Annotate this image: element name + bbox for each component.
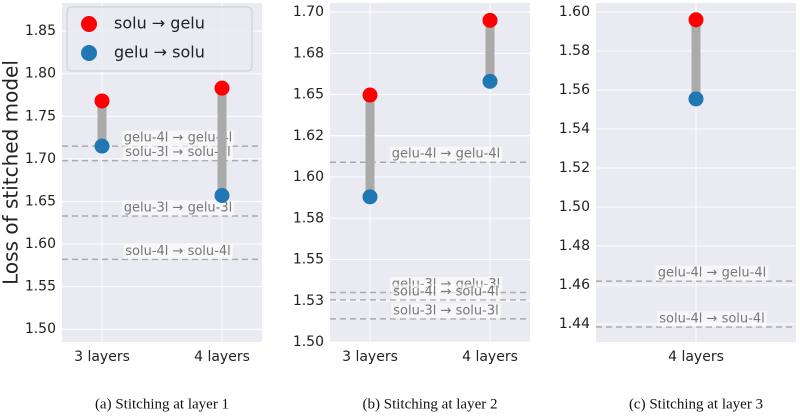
y-tick-label: 1.50	[25, 321, 56, 337]
reference-label: gelu-4l → gelu-4l	[124, 131, 233, 146]
y-tick-label: 1.54	[559, 121, 590, 137]
reference-label-bg	[657, 311, 767, 327]
y-tick-label: 1.56	[559, 82, 590, 98]
dot	[482, 73, 498, 89]
x-tick-label: 3 layers	[74, 349, 130, 365]
reference-label-bg	[389, 146, 503, 162]
dot	[94, 93, 110, 109]
y-tick-label: 1.80	[25, 66, 56, 82]
y-tick-label: 1.48	[559, 238, 590, 254]
legend-label: gelu → solu	[114, 43, 205, 62]
legend-box	[66, 6, 253, 72]
reference-label-bg	[391, 303, 501, 319]
y-tick-label: 1.65	[25, 193, 56, 209]
y-tick-label: 1.60	[25, 236, 56, 252]
caption: (a) Stitching at layer 1	[95, 396, 229, 412]
y-axis-label: Loss of stitched model	[0, 60, 23, 285]
reference-label-bg	[655, 265, 769, 281]
dot	[362, 189, 378, 205]
y-tick-label: 1.60	[293, 169, 324, 185]
caption: (c) Stitching at layer 3	[629, 396, 763, 412]
reference-label: solu-4l → solu-4l	[393, 284, 498, 299]
y-tick-label: 1.68	[293, 45, 324, 61]
y-tick-label: 1.60	[559, 4, 590, 20]
y-tick-label: 1.52	[559, 160, 590, 176]
y-tick-label: 1.50	[559, 199, 590, 215]
y-tick-label: 1.55	[293, 252, 324, 268]
reference-label: gelu-3l → gelu-3l	[124, 200, 233, 215]
reference-label: solu-4l → solu-4l	[125, 244, 230, 259]
legend-marker	[81, 16, 97, 32]
y-tick-label: 1.70	[25, 151, 56, 167]
x-tick-label: 4 layers	[194, 349, 250, 365]
reference-label: solu-3l → solu-3l	[393, 303, 498, 318]
y-tick-label: 1.55	[25, 279, 56, 295]
dot	[688, 12, 704, 28]
y-tick-label: 1.53	[293, 293, 324, 309]
y-tick-label: 1.58	[559, 43, 590, 59]
legend-marker	[81, 45, 97, 61]
y-tick-label: 1.85	[25, 23, 56, 39]
y-tick-label: 1.70	[293, 4, 324, 20]
x-tick-label: 4 layers	[462, 349, 518, 365]
x-tick-label: 3 layers	[342, 349, 398, 365]
dot	[214, 80, 230, 96]
y-tick-label: 1.65	[293, 87, 324, 103]
reference-label: solu-4l → solu-4l	[659, 311, 764, 326]
reference-label: gelu-4l → gelu-4l	[392, 147, 501, 162]
dot	[482, 12, 498, 28]
reference-label-bg	[121, 200, 235, 216]
dot	[214, 187, 230, 203]
reference-label: gelu-4l → gelu-4l	[658, 266, 767, 281]
reference-label-bg	[123, 145, 233, 161]
y-tick-label: 1.46	[559, 277, 590, 293]
y-tick-label: 1.62	[293, 128, 324, 144]
caption: (b) Stitching at layer 2	[363, 396, 498, 412]
reference-label: solu-3l → solu-3l	[125, 145, 230, 160]
dot	[362, 87, 378, 103]
dot	[688, 91, 704, 107]
legend-label: solu → gelu	[114, 14, 205, 33]
y-tick-label: 1.58	[293, 210, 324, 226]
reference-label-bg	[391, 284, 501, 300]
y-tick-label: 1.75	[25, 108, 56, 124]
y-tick-label: 1.50	[293, 334, 324, 350]
dot	[94, 138, 110, 154]
reference-label-bg	[121, 130, 235, 146]
x-tick-label: 4 layers	[668, 349, 724, 365]
y-tick-label: 1.44	[559, 316, 590, 332]
reference-label-bg	[123, 243, 233, 259]
